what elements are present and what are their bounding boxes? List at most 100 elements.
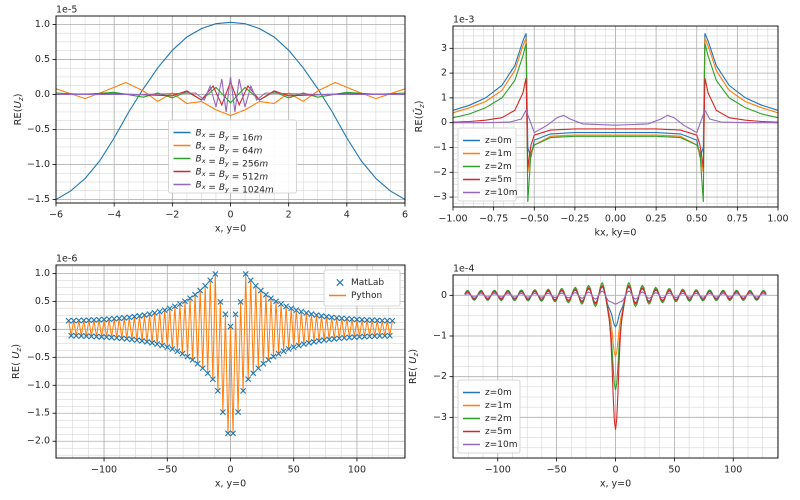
matlab-marker bbox=[118, 335, 125, 342]
series-line-z-2m bbox=[464, 282, 767, 391]
ticks bbox=[449, 47, 779, 211]
y-tick-label: 0 bbox=[441, 290, 447, 301]
x-axis-label: x, y=0 bbox=[215, 479, 246, 490]
matlab-marker bbox=[219, 409, 226, 416]
matlab-marker bbox=[341, 334, 348, 341]
matlab-marker bbox=[230, 430, 237, 437]
y-tick-label: −2.0 bbox=[27, 436, 50, 447]
matlab-marker bbox=[184, 353, 191, 360]
legend-label: z=1m bbox=[485, 401, 512, 411]
legend-label: z=10m bbox=[485, 440, 517, 450]
matlab-marker bbox=[166, 305, 173, 312]
matlab-marker bbox=[222, 311, 229, 318]
matlab-marker bbox=[68, 332, 75, 339]
matlab-marker bbox=[371, 333, 378, 340]
y-axis-label: RE( Uz) bbox=[408, 349, 420, 384]
matlab-marker bbox=[331, 335, 338, 342]
x-tick-label: −50 bbox=[547, 465, 567, 476]
series-group bbox=[453, 33, 778, 203]
matlab-marker bbox=[290, 344, 297, 351]
matlab-marker bbox=[171, 303, 178, 310]
matlab-marker bbox=[154, 341, 161, 348]
matlab-marker bbox=[356, 333, 363, 340]
matlab-marker bbox=[351, 334, 358, 341]
y-tick-label: −1 bbox=[433, 142, 447, 153]
series-line-z-5m bbox=[464, 285, 767, 430]
x-tick-label: 100 bbox=[348, 465, 366, 476]
legend-label: z=0m bbox=[485, 388, 512, 398]
y-tick-label: −1 bbox=[433, 331, 447, 342]
x-tick-label: −0.75 bbox=[479, 214, 508, 225]
y-axis-label: RE( Uz) bbox=[11, 344, 23, 379]
matlab-marker bbox=[308, 311, 315, 318]
y-tick-label: −1.0 bbox=[27, 159, 50, 170]
matlab-marker bbox=[265, 356, 272, 363]
matlab-marker bbox=[187, 295, 194, 302]
legend-label: z=10m bbox=[485, 188, 517, 198]
matlab-marker bbox=[73, 332, 80, 339]
legend-box bbox=[168, 119, 297, 194]
matlab-marker bbox=[353, 316, 360, 323]
y-tick-label: 1 bbox=[441, 92, 447, 103]
series-group bbox=[65, 270, 396, 437]
matlab-marker bbox=[280, 348, 287, 355]
matlab-marker bbox=[295, 342, 302, 349]
y-tick-label: −2 bbox=[433, 371, 447, 382]
matlab-marker bbox=[313, 312, 320, 319]
matlab-marker bbox=[212, 270, 219, 277]
x-tick-label: −2 bbox=[165, 210, 179, 221]
matlab-marker bbox=[326, 336, 333, 343]
series-group bbox=[464, 282, 767, 430]
panel-bl: −100 −50 0 50 100 −2.0 −1.5 −1.0 −0.5 0.0 0.5 1.0 1e… bbox=[11, 254, 406, 490]
matlab-marker bbox=[359, 316, 365, 323]
series-line-z-5m bbox=[453, 77, 778, 168]
matlab-marker bbox=[262, 291, 269, 298]
matlab-marker bbox=[111, 315, 118, 322]
y-tick-label: 0 bbox=[441, 117, 447, 128]
x-tick-label: −4 bbox=[107, 210, 121, 221]
matlab-marker bbox=[169, 346, 176, 353]
series-line-z-10m bbox=[453, 108, 778, 134]
x-axis-label: x, y=0 bbox=[600, 479, 631, 490]
matlab-marker bbox=[250, 370, 257, 377]
matlab-marker bbox=[83, 333, 90, 340]
matlab-marker bbox=[267, 295, 274, 302]
matlab-marker bbox=[343, 315, 350, 322]
matlab-marker bbox=[310, 338, 317, 345]
y-tick-label: −1.5 bbox=[27, 194, 50, 205]
x-tick-label: −100 bbox=[91, 465, 117, 476]
matlab-marker bbox=[252, 282, 259, 289]
legend-label: MatLab bbox=[351, 278, 384, 288]
series-line-b-16m bbox=[56, 21, 405, 200]
matlab-marker bbox=[227, 323, 234, 330]
axis-multiplier: 1e-4 bbox=[453, 264, 474, 275]
matlab-marker bbox=[303, 309, 310, 316]
y-tick-label: 2 bbox=[441, 68, 447, 79]
ticks bbox=[52, 272, 358, 462]
matlab-marker bbox=[181, 298, 188, 305]
matlab-marker bbox=[189, 356, 196, 363]
matlab-marker bbox=[65, 317, 72, 324]
matlab-marker bbox=[240, 387, 247, 394]
legend-label: Bx = By = 1024m bbox=[196, 180, 275, 195]
matlab-marker bbox=[126, 314, 133, 321]
matlab-marker bbox=[174, 348, 181, 355]
ticks bbox=[52, 24, 406, 207]
legend-label: Bx = By = 512m bbox=[196, 167, 269, 182]
matlab-marker bbox=[247, 277, 254, 284]
legend-label: z=5m bbox=[485, 175, 512, 185]
x-tick-label: 1.00 bbox=[767, 214, 788, 225]
matlab-marker bbox=[224, 430, 231, 437]
legend-label: z=0m bbox=[485, 136, 512, 146]
matlab-marker bbox=[138, 337, 145, 344]
matlab-marker bbox=[78, 333, 85, 339]
matlab-marker bbox=[255, 365, 262, 372]
axis-multiplier: 1e-5 bbox=[56, 5, 77, 16]
matlab-marker bbox=[144, 338, 151, 345]
matlab-marker bbox=[70, 317, 77, 324]
legend-box bbox=[323, 269, 401, 307]
matlab-marker bbox=[204, 370, 211, 377]
legend-box bbox=[457, 379, 521, 454]
